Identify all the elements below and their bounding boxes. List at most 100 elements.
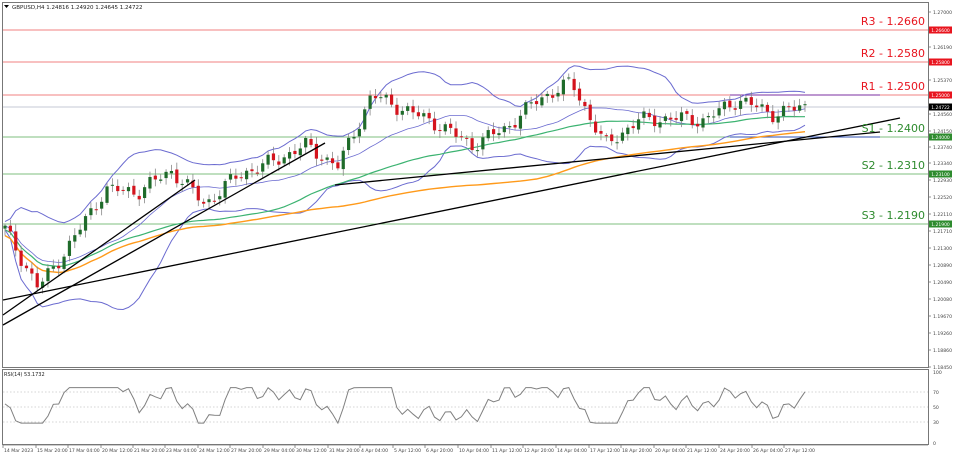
candle (636, 119, 641, 130)
candle (738, 100, 743, 109)
candle (706, 116, 710, 118)
candle (3, 225, 7, 229)
candle (282, 157, 286, 164)
candle (153, 175, 157, 180)
candle (148, 176, 152, 189)
candle (787, 106, 791, 108)
candle (212, 200, 216, 202)
candle (266, 154, 270, 165)
rsi-header-text: RSI(14) 53.1732 (4, 372, 45, 378)
price-tick-label: 1.23340 (933, 161, 952, 167)
candle (798, 105, 802, 111)
price-tick-label: 1.20890 (933, 263, 952, 269)
candle (336, 162, 340, 169)
candle (218, 196, 222, 200)
level-price-tag (929, 220, 952, 228)
candle (62, 256, 66, 269)
price-tick-label: 1.20490 (933, 280, 952, 286)
candle (314, 143, 319, 159)
candle (561, 79, 565, 95)
candle (594, 121, 598, 133)
price-tick-label: 1.24560 (933, 112, 952, 118)
candle (35, 273, 39, 288)
candle (287, 152, 292, 159)
candle (588, 104, 592, 121)
price-tick-label: 1.19670 (933, 314, 952, 320)
candle (202, 201, 206, 204)
candle (416, 112, 421, 117)
candle (674, 118, 678, 120)
candle (696, 123, 700, 127)
candle (583, 101, 587, 107)
candle (250, 169, 254, 172)
candlesticks (3, 72, 807, 294)
candle (105, 186, 109, 203)
candle (567, 77, 571, 79)
candle (443, 124, 447, 132)
dropdown-triangle-icon[interactable] (4, 5, 9, 8)
level-label-r2: R2 - 1.2580 (861, 47, 925, 60)
candle (497, 133, 501, 136)
price-tick-label: 1.19260 (933, 331, 952, 337)
candle (40, 281, 45, 288)
candle (341, 150, 345, 170)
candle (712, 116, 716, 118)
trendline-4[interactable] (334, 131, 881, 186)
candle (239, 177, 243, 179)
candle (196, 185, 200, 201)
trendline-1[interactable] (2, 179, 196, 316)
rsi-line (4, 387, 806, 425)
candle (454, 128, 458, 137)
candle (228, 174, 233, 180)
time-tick-label: 18 Apr 20:00 (622, 448, 652, 454)
candle (701, 118, 705, 128)
candle (89, 208, 93, 216)
candle (30, 268, 34, 274)
candle (685, 111, 689, 114)
candle (771, 111, 775, 123)
time-axis[interactable]: 14 Mar 2023 15 Mar 20:00 17 Mar 04:00 20 Ma… (2, 444, 928, 454)
candle (255, 172, 259, 174)
candle (277, 161, 281, 165)
candle (481, 137, 485, 150)
candle (406, 106, 410, 111)
time-tick-label: 26 Apr 04:00 (753, 448, 783, 454)
trendline-3[interactable] (2, 117, 901, 301)
candle (14, 231, 18, 251)
candle (57, 265, 61, 269)
price-tick-label: 1.22930 (933, 178, 952, 184)
level-label-r1: R1 - 1.2500 (861, 80, 925, 93)
level-price-tag (929, 133, 952, 141)
level-label-s2: S2 - 1.2310 (862, 159, 925, 172)
candle (363, 109, 367, 130)
time-tick-label: 24 Apr 20:00 (720, 448, 750, 454)
candle (663, 116, 668, 121)
price-tick-label: 1.26190 (933, 45, 952, 51)
level-price-tag-text: 1.25800 (931, 60, 950, 66)
candle (717, 108, 721, 116)
candle (502, 126, 506, 133)
time-tick-label: 21 Mar 20:00 (134, 448, 165, 454)
candle (126, 187, 131, 192)
candle (508, 126, 512, 128)
candle (309, 139, 313, 145)
candle (518, 115, 523, 129)
time-tick-label: 15 Mar 20:00 (37, 448, 68, 454)
candle (792, 106, 796, 111)
candle (669, 117, 673, 120)
candle (411, 106, 415, 113)
candle (191, 180, 195, 188)
candle (384, 94, 388, 98)
time-tick-label: 20 Apr 04:00 (655, 448, 685, 454)
candle (534, 101, 539, 105)
candle (51, 266, 55, 269)
rsi-axis-label: 100 (933, 370, 942, 376)
trendline-2[interactable] (2, 142, 326, 326)
candle (330, 158, 335, 164)
price-axis[interactable]: 1.26600 1.25800 1.25000 1.24000 1.23100 1.219… (928, 10, 952, 371)
time-tick-label: 6 Apr 20:00 (426, 448, 453, 454)
candle (164, 171, 168, 179)
candle (320, 159, 324, 161)
time-tick-label: 12 Apr 20:00 (524, 448, 554, 454)
